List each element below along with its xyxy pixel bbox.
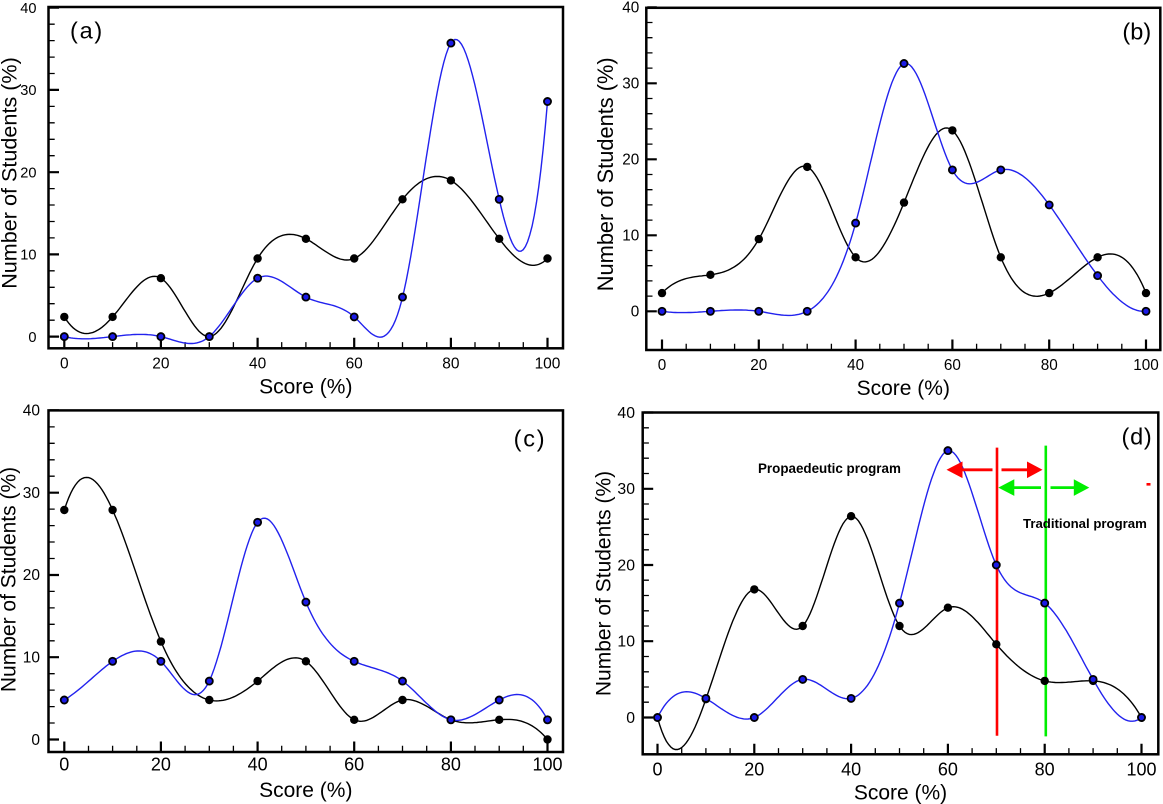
svg-text:Score (%): Score (%) [857,377,950,400]
svg-text:0: 0 [631,304,640,321]
svg-text:60: 60 [346,356,364,373]
svg-text:0: 0 [28,330,36,346]
svg-text:40: 40 [20,1,36,17]
svg-text:20: 20 [617,557,635,574]
svg-text:20: 20 [152,356,170,373]
svg-text:80: 80 [441,755,461,775]
svg-text:100: 100 [535,356,561,373]
svg-text:20: 20 [20,166,36,182]
svg-text:Number of Students (%): Number of Students (%) [593,471,616,696]
svg-text:0: 0 [60,356,69,373]
svg-text:20: 20 [622,152,639,169]
svg-text:80: 80 [1035,760,1055,780]
svg-text:(b): (b) [1122,19,1151,45]
svg-text:40: 40 [847,357,864,374]
svg-text:Score (%): Score (%) [259,779,352,802]
svg-text:0: 0 [59,755,69,775]
svg-text:60: 60 [938,760,958,780]
svg-text:20: 20 [23,567,41,584]
svg-text:40: 40 [23,403,41,420]
svg-text:Number of Students (%): Number of Students (%) [593,57,618,291]
svg-text:Number of Students (%): Number of Students (%) [0,57,21,289]
svg-text:Number of Students (%): Number of Students (%) [0,467,21,692]
svg-text:100: 100 [1133,357,1159,374]
svg-text:20: 20 [151,755,171,775]
svg-text:100: 100 [1126,760,1156,780]
svg-text:0: 0 [652,760,662,780]
svg-text:60: 60 [944,357,961,374]
svg-text:(a): (a) [70,18,104,44]
svg-text:20: 20 [744,760,764,780]
svg-text:40: 40 [617,405,635,422]
svg-text:30: 30 [20,83,36,99]
svg-text:(d): (d) [1121,424,1152,450]
svg-text:40: 40 [622,0,639,17]
svg-text:0: 0 [626,710,635,727]
svg-text:(c): (c) [514,426,547,452]
svg-text:10: 10 [20,248,36,264]
svg-text:Score (%): Score (%) [854,781,947,804]
svg-text:30: 30 [617,481,635,498]
svg-text:10: 10 [617,634,635,651]
svg-text:30: 30 [622,76,639,93]
svg-text:40: 40 [249,356,267,373]
svg-text:0: 0 [658,357,667,374]
svg-text:40: 40 [841,760,861,780]
svg-text:20: 20 [750,357,767,374]
svg-text:10: 10 [622,228,639,245]
svg-text:80: 80 [1041,357,1058,374]
svg-text:100: 100 [532,755,562,775]
svg-text:40: 40 [248,755,268,775]
svg-text:80: 80 [442,356,460,373]
svg-text:60: 60 [344,755,364,775]
svg-text:30: 30 [23,485,41,502]
svg-text:10: 10 [23,650,41,667]
svg-text:Score (%): Score (%) [259,375,352,398]
svg-text:Propaedeutic program: Propaedeutic program [758,461,901,476]
svg-text:0: 0 [31,732,40,749]
svg-text:Traditional program: Traditional program [1023,516,1147,531]
